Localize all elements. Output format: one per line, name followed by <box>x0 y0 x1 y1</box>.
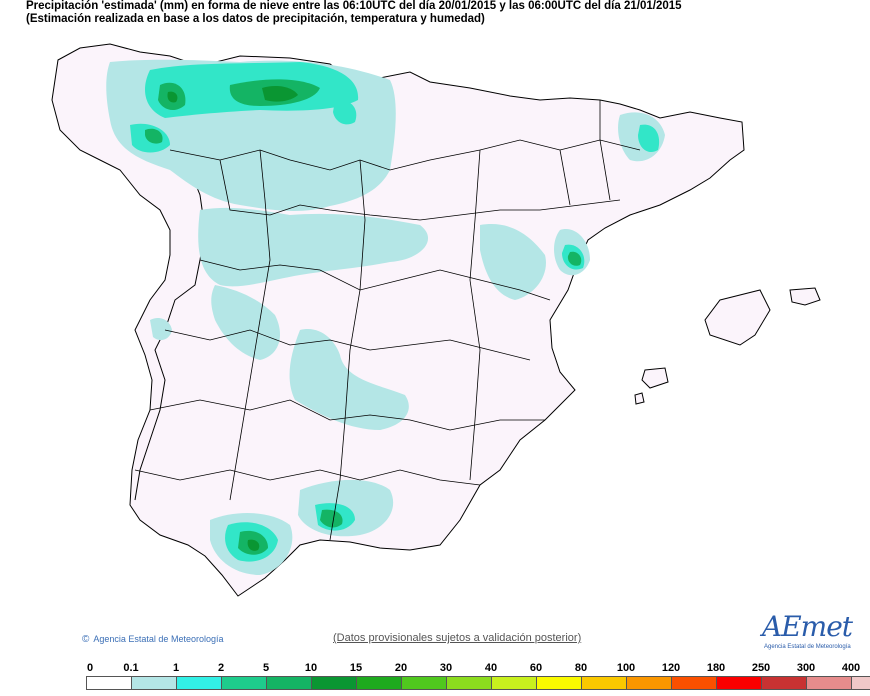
legend-swatch <box>852 677 870 689</box>
legend-swatch <box>492 677 537 689</box>
spain-snow-map <box>51 43 821 597</box>
copyright-icon: © <box>82 634 90 645</box>
legend-swatch <box>627 677 672 689</box>
legend-label: 15 <box>349 662 363 674</box>
snow-very-heavy-areas <box>167 86 298 551</box>
map-subtitle: (Estimación realizada en base a los dato… <box>26 13 485 25</box>
legend-label: 400 <box>841 662 861 674</box>
legend-color-bar <box>86 676 870 690</box>
legend-swatch <box>537 677 582 689</box>
legend-label: 40 <box>484 662 498 674</box>
credit-label: Agencia Estatal de Meteorología <box>93 634 224 644</box>
map-title: Precipitación 'estimada' (mm) en forma d… <box>26 0 682 12</box>
disclaimer-text: (Datos provisionales sujetos a validació… <box>333 632 582 644</box>
legend-swatch <box>447 677 492 689</box>
legend-swatch <box>582 677 627 689</box>
legend-label: 60 <box>529 662 543 674</box>
legend-swatch <box>222 677 267 689</box>
credit-text: © Agencia Estatal de Meteorología <box>82 634 223 645</box>
legend-swatch <box>267 677 312 689</box>
legend-swatch <box>312 677 357 689</box>
legend-swatch <box>762 677 807 689</box>
legend-label: 100 <box>616 662 636 674</box>
legend-label: 180 <box>706 662 726 674</box>
legend-swatch <box>717 677 762 689</box>
legend-label: 250 <box>751 662 771 674</box>
balearic-islands <box>634 287 821 405</box>
legend-label: 2 <box>217 662 225 674</box>
aemet-logo-text: AEmet <box>762 610 853 643</box>
legend-label: 20 <box>394 662 408 674</box>
legend-label: 0.1 <box>123 662 139 674</box>
legend-swatch <box>177 677 222 689</box>
legend-swatch <box>402 677 447 689</box>
legend-label: 120 <box>661 662 681 674</box>
legend-swatch <box>87 677 132 689</box>
legend-swatch <box>807 677 852 689</box>
legend-labels: 0 0.1 1 2 5 10 15 20 30 40 60 80 100 120 180 250 300 400 <box>86 662 870 674</box>
legend-swatch <box>357 677 402 689</box>
legend-swatch <box>672 677 717 689</box>
aemet-logo-subtext: Agencia Estatal de Meteorología <box>764 644 851 650</box>
province-borders <box>134 100 641 541</box>
legend-label: 0 <box>86 662 94 674</box>
legend-label: 5 <box>262 662 270 674</box>
legend-label: 30 <box>439 662 453 674</box>
legend-swatch <box>132 677 177 689</box>
legend-label: 300 <box>796 662 816 674</box>
aemet-logo: AEmet Agencia Estatal de Meteorología <box>756 608 853 658</box>
portugal-border <box>134 149 206 501</box>
legend-label: 1 <box>172 662 180 674</box>
legend-label: 10 <box>304 662 318 674</box>
legend-label: 80 <box>574 662 588 674</box>
